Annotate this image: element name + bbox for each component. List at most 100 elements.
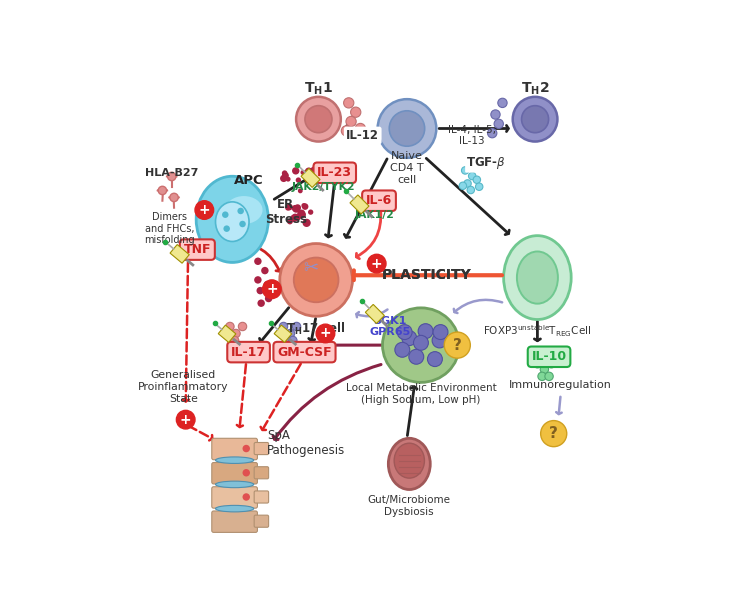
Text: IL-23: IL-23 (318, 166, 352, 179)
Circle shape (295, 214, 301, 220)
Circle shape (303, 219, 311, 227)
Circle shape (279, 322, 287, 331)
Circle shape (283, 336, 292, 345)
Ellipse shape (196, 176, 268, 263)
FancyBboxPatch shape (212, 462, 257, 484)
Circle shape (296, 97, 341, 142)
Ellipse shape (382, 308, 459, 382)
Text: PLASTICITY: PLASTICITY (382, 268, 472, 283)
Circle shape (243, 469, 250, 477)
Circle shape (238, 322, 247, 331)
Circle shape (285, 204, 291, 211)
Circle shape (170, 193, 178, 201)
Circle shape (491, 110, 500, 119)
Circle shape (230, 336, 239, 345)
Circle shape (395, 342, 410, 357)
FancyBboxPatch shape (254, 466, 268, 479)
Circle shape (294, 258, 339, 302)
Circle shape (468, 172, 476, 180)
Circle shape (467, 186, 475, 194)
Circle shape (301, 203, 306, 208)
Circle shape (195, 201, 214, 220)
Circle shape (176, 410, 195, 429)
Text: ?: ? (549, 426, 558, 441)
Circle shape (409, 349, 424, 364)
Circle shape (158, 186, 167, 195)
Circle shape (311, 166, 318, 174)
Circle shape (522, 106, 548, 132)
Ellipse shape (394, 443, 424, 478)
Circle shape (292, 205, 298, 212)
Ellipse shape (503, 235, 571, 319)
Ellipse shape (215, 481, 254, 488)
Circle shape (351, 107, 361, 117)
Ellipse shape (517, 252, 558, 304)
FancyBboxPatch shape (254, 491, 268, 503)
Circle shape (343, 98, 354, 108)
Text: APC: APC (234, 174, 263, 187)
Circle shape (297, 209, 306, 218)
Circle shape (257, 299, 265, 307)
Circle shape (257, 287, 264, 295)
Circle shape (301, 170, 306, 175)
Circle shape (226, 322, 234, 331)
Circle shape (308, 209, 313, 215)
Circle shape (232, 329, 240, 338)
Circle shape (432, 333, 447, 348)
Circle shape (305, 106, 332, 132)
Circle shape (265, 295, 273, 302)
Text: SGK1
GPR65: SGK1 GPR65 (369, 316, 410, 338)
Text: Gut/Microbiome
Dysbiosis: Gut/Microbiome Dysbiosis (368, 495, 451, 517)
Circle shape (462, 167, 469, 174)
Polygon shape (170, 244, 190, 263)
Circle shape (346, 116, 356, 126)
Circle shape (545, 372, 553, 381)
FancyBboxPatch shape (254, 515, 268, 528)
Circle shape (533, 359, 542, 368)
Text: SpA
Pathogenesis: SpA Pathogenesis (268, 429, 345, 457)
Ellipse shape (215, 505, 254, 512)
Circle shape (293, 205, 300, 213)
Text: PLASTICITY: PLASTICITY (382, 268, 472, 283)
Circle shape (418, 324, 433, 339)
Text: +: + (198, 203, 210, 217)
Circle shape (280, 175, 287, 182)
Circle shape (301, 213, 306, 218)
Circle shape (287, 329, 295, 338)
Circle shape (282, 172, 289, 179)
Circle shape (476, 183, 483, 191)
Circle shape (487, 128, 497, 138)
Text: IL-17: IL-17 (231, 345, 266, 359)
Text: IL-6: IL-6 (366, 194, 392, 207)
Text: IL-12: IL-12 (346, 129, 379, 142)
Circle shape (316, 324, 334, 343)
Text: TGF-$\beta$: TGF-$\beta$ (466, 155, 506, 171)
Circle shape (402, 331, 417, 345)
Circle shape (390, 111, 425, 146)
Text: HLA-B27: HLA-B27 (145, 168, 198, 178)
Text: +: + (266, 282, 278, 296)
Text: ?: ? (453, 338, 462, 353)
Circle shape (294, 204, 301, 211)
Text: TNF: TNF (184, 243, 211, 256)
Circle shape (459, 182, 467, 189)
Text: Generalised
Proinflammatory
State: Generalised Proinflammatory State (138, 370, 229, 404)
Ellipse shape (204, 221, 237, 245)
Text: +: + (371, 257, 382, 270)
Text: $\mathregular{T_H}$17 cell: $\mathregular{T_H}$17 cell (286, 321, 346, 337)
Circle shape (292, 167, 299, 175)
Circle shape (428, 352, 442, 367)
Text: IL-10: IL-10 (531, 350, 567, 363)
Circle shape (286, 204, 293, 211)
Circle shape (282, 171, 287, 176)
Circle shape (240, 221, 245, 227)
Polygon shape (301, 168, 320, 188)
Circle shape (287, 218, 293, 224)
Circle shape (280, 244, 353, 316)
Circle shape (290, 215, 297, 222)
Circle shape (414, 335, 429, 350)
Circle shape (237, 208, 244, 214)
Circle shape (289, 336, 297, 345)
Circle shape (254, 276, 262, 284)
Text: IL-4, IL-5,
IL-13: IL-4, IL-5, IL-13 (448, 125, 496, 146)
